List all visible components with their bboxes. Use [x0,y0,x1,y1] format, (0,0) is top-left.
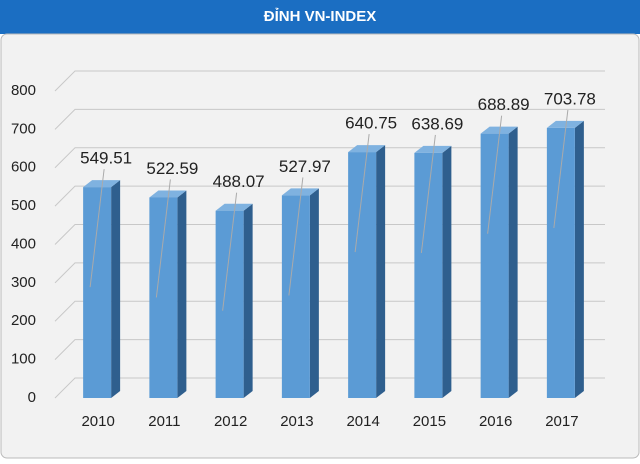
value-label: 703.78 [544,89,596,108]
bar-top [149,190,187,198]
y-tick-label: 0 [28,389,36,406]
value-label: 527.97 [279,157,331,176]
y-tick-label: 200 [11,312,36,329]
value-label: 522.59 [146,159,198,178]
value-label: 640.75 [345,114,397,133]
leader-line [487,115,503,234]
bar-top [414,145,452,153]
y-tick-label: 400 [11,235,36,252]
bar-top [83,180,121,188]
x-tick-label: 2011 [148,413,180,430]
bar [281,195,310,398]
x-tick-label: 2015 [413,413,446,430]
bar-side [111,180,121,398]
chart-title: ĐỈNH VN-INDEX [264,8,377,25]
y-tick-label: 300 [11,274,36,291]
x-tick-label: 2014 [346,413,379,430]
bar [215,210,244,398]
bar-side [442,145,452,398]
bar [83,187,112,398]
bar-side [574,120,584,398]
y-tick-label: 100 [11,351,36,368]
y-tick-label: 800 [11,82,36,99]
grid-line [54,108,605,130]
bar-side [243,203,253,398]
x-tick-label: 2016 [479,413,512,430]
bar-side [376,145,386,398]
leader-line [288,177,304,296]
x-tick-label: 2013 [280,413,313,430]
leader-line [354,134,370,253]
bar-side [177,190,187,398]
x-tick-label: 2012 [214,413,247,430]
bar-side [309,188,319,398]
leader-line [222,192,238,311]
bar [149,197,178,398]
grid-line [54,70,605,92]
bar-top [348,145,386,153]
value-label: 488.07 [213,172,265,191]
y-tick-label: 700 [11,120,36,137]
bar-top [480,126,518,134]
x-tick-label: 2017 [545,413,578,430]
y-tick-label: 600 [11,159,36,176]
bar-top [281,188,319,196]
leader-line [89,169,105,288]
value-label: 688.89 [478,95,530,114]
value-label: 638.69 [411,114,463,133]
leader-line [420,134,436,253]
bar-top [215,203,253,211]
value-label: 549.51 [80,149,132,168]
x-tick-label: 2010 [81,413,114,430]
leader-line [553,109,569,228]
leader-line [155,179,171,298]
y-tick-label: 500 [11,197,36,214]
bar-side [508,126,518,399]
title-banner [0,0,640,34]
bar-top [546,120,584,128]
